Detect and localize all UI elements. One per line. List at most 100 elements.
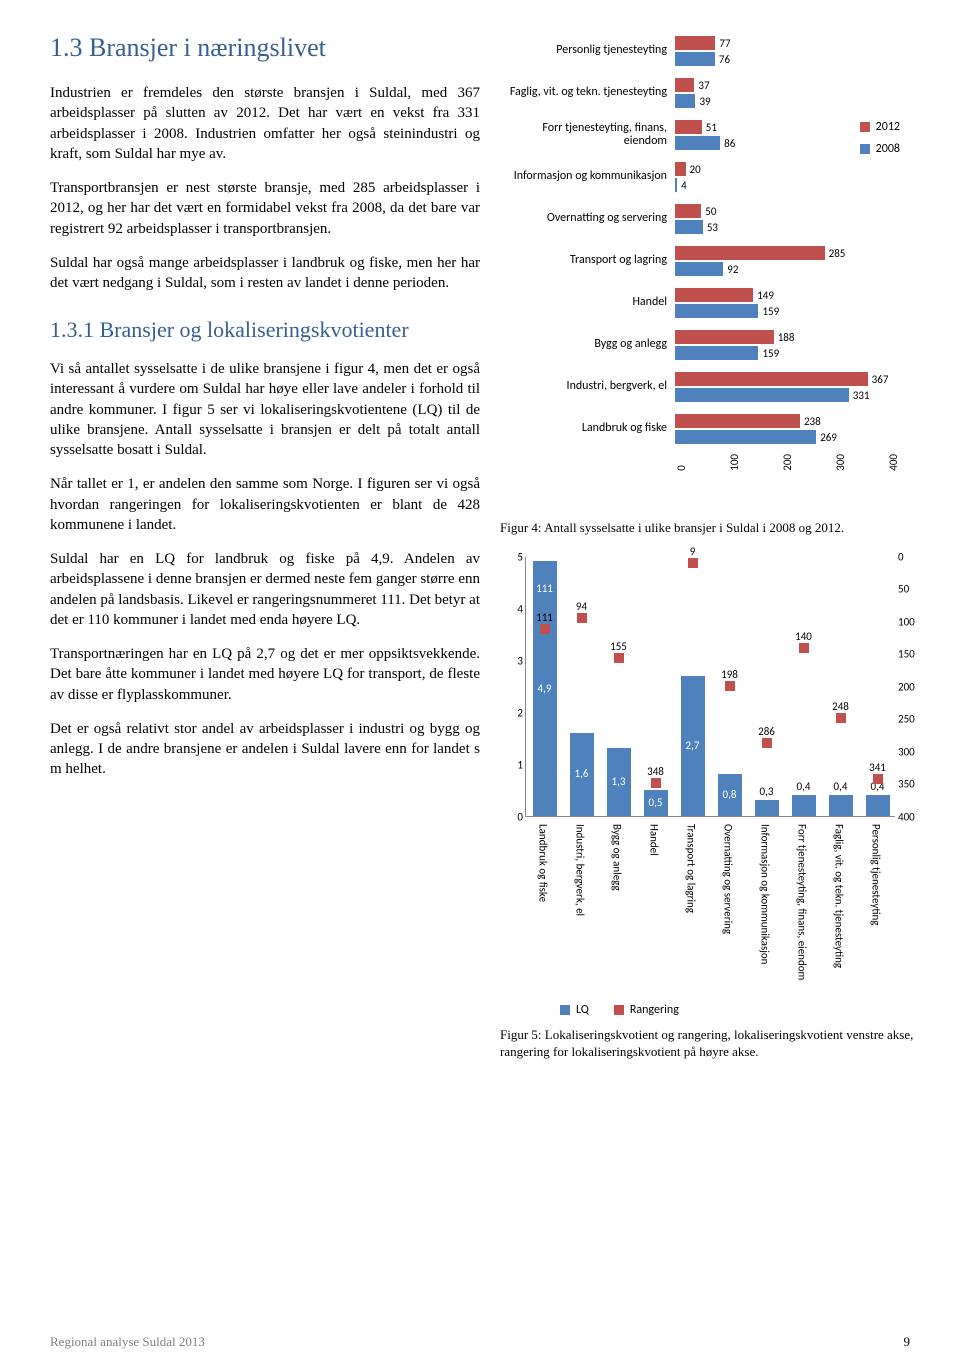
axis-tick-label: 1 [501,758,523,771]
rank-marker [762,738,772,748]
bar-2012: 77 [675,36,900,50]
axis-tick-label: 50 [898,583,923,596]
legend-swatch-lq [560,1005,570,1015]
bar-2012: 149 [675,288,900,302]
chart-category-label: Industri, bergverk, el [500,380,675,393]
bar-value-label: 53 [703,221,718,234]
bar-value-label: 92 [723,263,738,276]
axis-tick-label: 400 [898,810,923,823]
chart-x-axis: 0100200300400 [500,454,900,471]
chart-category-label: Informasjon og kommunikasjon [760,824,771,964]
bar-value-label: 4 [677,179,687,192]
bar-2008: 92 [675,262,900,276]
bar-2012: 50 [675,204,900,218]
lq-value-label: 0,4 [792,780,816,793]
lq-bar [755,800,779,816]
axis-tick-label: 150 [898,648,923,661]
rank-value-label: 341 [869,761,886,774]
bar-value-label: 76 [715,53,730,66]
axis-tick-label: 350 [898,778,923,791]
bar-value-label: 367 [868,373,889,386]
chart-row: Faglig, vit. og tekn. tjenesteyting3739 [500,72,900,114]
rank-marker [873,774,883,784]
rank-marker [540,624,550,634]
body-paragraph: Industrien er fremdeles den største bran… [50,83,480,164]
bar-value-label: 159 [758,305,779,318]
rank-marker [688,558,698,568]
subsection-heading: 1.3.1 Bransjer og lokaliseringskvotiente… [50,315,480,345]
employment-by-industry-chart: 2012 2008 Personlig tjenesteyting7776Fag… [500,30,900,510]
bar-value-label: 238 [800,415,821,428]
rank-value-label: 140 [795,630,812,643]
axis-tick-label: 5 [501,550,523,563]
chart-legend: LQ Rangering [560,1003,679,1017]
body-paragraph: Suldal har også mange arbeidsplasser i l… [50,253,480,294]
axis-tick-label: 200 [781,454,794,471]
axis-tick-label: 300 [834,454,847,471]
rank-marker [725,681,735,691]
legend-label-rank: Rangering [630,1003,679,1017]
axis-tick-label: 0 [501,810,523,823]
page-number: 9 [904,1334,911,1350]
chart-row: Informasjon og kommunikasjon 20 4 [500,156,900,198]
lq-bar [792,795,816,816]
rank-value-label: 348 [647,765,664,778]
rank-value-label: 198 [721,668,738,681]
chart-category-label: Handel [649,824,660,856]
chart-category-label: Informasjon og kommunikasjon [500,170,675,183]
bar-value-label: 188 [774,331,795,344]
chart-category-label: Transport og lagring [500,254,675,267]
rank-value-label: 248 [832,700,849,713]
chart-category-label: Landbruk og fiske [538,824,549,902]
axis-tick-label: 100 [728,454,741,471]
bar-value-label: 331 [849,389,870,402]
axis-tick-label: 3 [501,654,523,667]
lq-value-label: 0,3 [755,785,779,798]
lq-value-label: 0,4 [829,780,853,793]
rank-value-label: 94 [576,600,587,613]
chart-category-label: Faglig, vit. og tekn. tjenesteyting [834,824,845,968]
rank-marker [614,653,624,663]
bar-value-label: 51 [702,121,717,134]
rank-marker [651,778,661,788]
bar-2012: 20 [675,162,900,176]
body-paragraph: Transportnæringen har en LQ på 2,7 og de… [50,644,480,705]
bar-2012: 285 [675,246,900,260]
chart-category-label: Landbruk og fiske [500,422,675,435]
bar-2008: 159 [675,346,900,360]
footer-source: Regional analyse Suldal 2013 [50,1334,205,1350]
page-footer: Regional analyse Suldal 2013 9 [50,1334,910,1350]
chart-row: Handel149159 [500,282,900,324]
chart-row: Industri, bergverk, el 367 331 [500,366,900,408]
body-paragraph: Transportbransjen er nest største bransj… [50,178,480,239]
axis-tick-label: 200 [898,680,923,693]
bar-value-label: 285 [825,247,846,260]
bar-2008: 53 [675,220,900,234]
rank-value-label: 111 [536,611,553,624]
chart-category-label: Overnatting og servering [500,212,675,225]
bar-value-label: 149 [753,289,774,302]
chart-category-label: Personlig tjenesteyting [500,44,675,57]
bar-2008: 76 [675,52,900,66]
bar-value-label: 20 [686,163,701,176]
bar-2012: 238 [675,414,900,428]
lq-ranking-chart: 0123450501001502002503003504004,91111111… [500,557,920,1017]
axis-tick-label: 0 [898,550,923,563]
bar-2008: 86 [675,136,900,150]
bar-value-label: 269 [816,431,837,444]
legend-swatch-rank [614,1005,624,1015]
axis-tick-label: 250 [898,713,923,726]
axis-tick-label: 4 [501,602,523,615]
chart-category-label: Forr tjenesteyting, finans, eiendom [500,122,675,148]
axis-tick-label: 400 [887,454,900,471]
body-paragraph: Det er også relativt stor andel av arbei… [50,719,480,780]
chart-row: Overnatting og servering 50 53 [500,198,900,240]
lq-bar [866,795,890,816]
lq-value-label: 4,9 [533,682,557,695]
bar-2008: 4 [675,178,900,192]
bar-2012: 188 [675,330,900,344]
bar-2008: 39 [675,94,900,108]
bar-value-label: 50 [701,205,716,218]
body-paragraph: Når tallet er 1, er andelen den samme so… [50,474,480,535]
lq-bar [829,795,853,816]
